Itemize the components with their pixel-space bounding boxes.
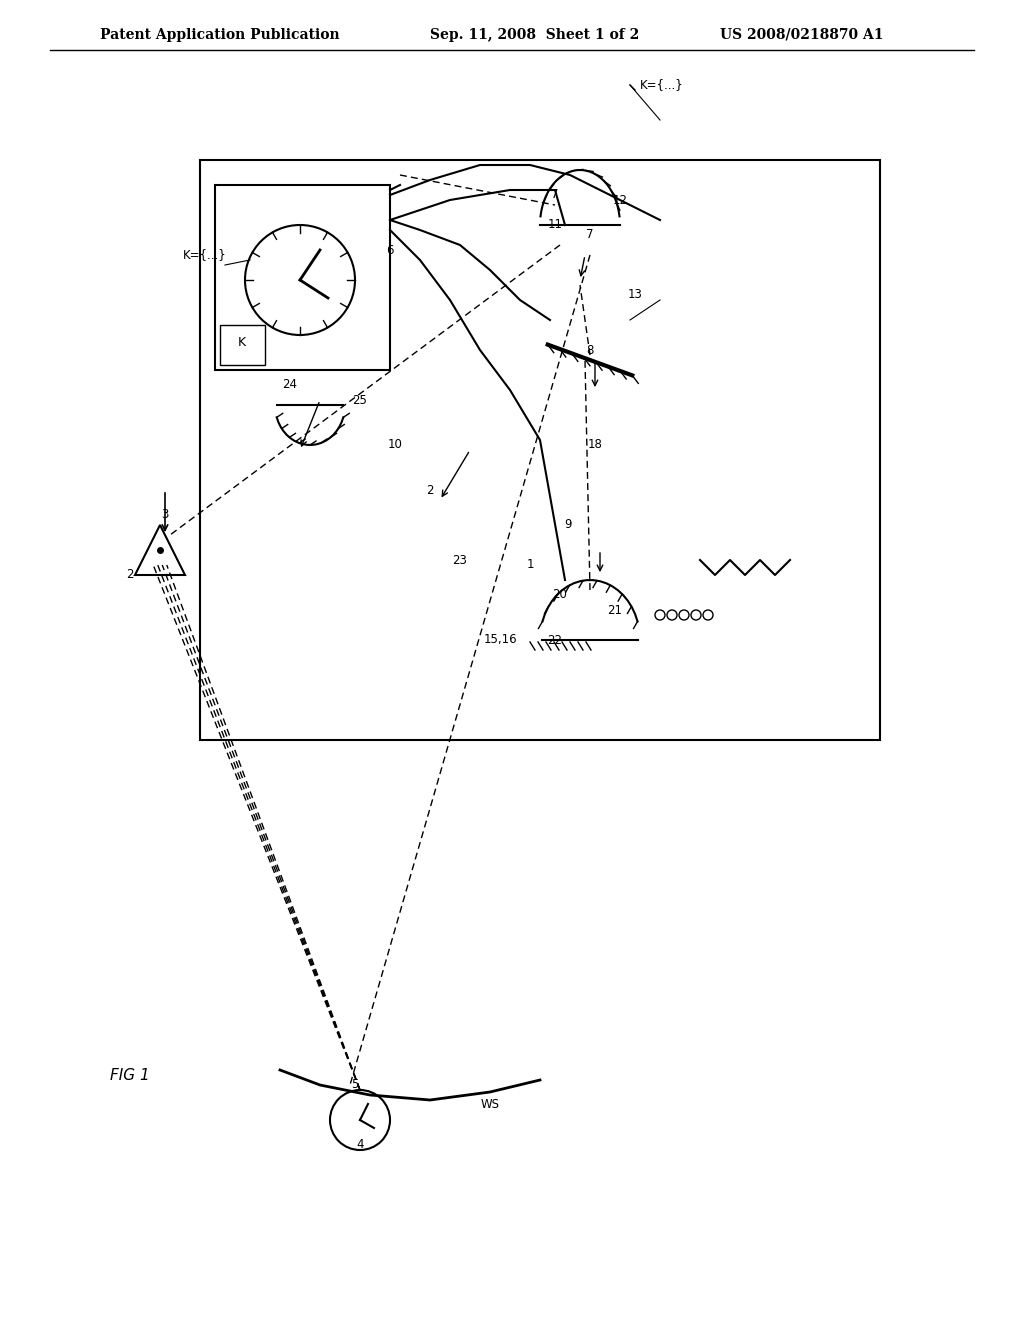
Text: 1: 1: [526, 558, 534, 572]
Text: 25: 25: [352, 393, 368, 407]
Text: K={...}: K={...}: [640, 78, 684, 91]
Text: 8: 8: [587, 343, 594, 356]
Text: 13: 13: [628, 289, 642, 301]
Text: 23: 23: [453, 553, 467, 566]
Text: WS: WS: [480, 1098, 500, 1111]
Text: Patent Application Publication: Patent Application Publication: [100, 28, 340, 42]
Text: 4: 4: [356, 1138, 364, 1151]
Text: 5: 5: [351, 1078, 358, 1092]
Text: 15,16: 15,16: [483, 634, 517, 647]
Text: 2: 2: [126, 569, 134, 582]
Bar: [220, 325, 265, 366]
Text: 22: 22: [548, 634, 562, 647]
Text: 12: 12: [612, 194, 628, 206]
Text: 2: 2: [426, 483, 434, 496]
Text: 21: 21: [607, 603, 623, 616]
Text: 18: 18: [588, 438, 602, 451]
Text: 7: 7: [551, 189, 559, 202]
Text: 24: 24: [283, 379, 298, 392]
Text: 11: 11: [548, 219, 562, 231]
Text: US 2008/0218870 A1: US 2008/0218870 A1: [720, 28, 884, 42]
Bar: [215, 185, 390, 370]
Text: 7: 7: [587, 228, 594, 242]
Bar: [200, 160, 880, 741]
Text: K: K: [238, 337, 246, 350]
Text: K={...}: K={...}: [183, 248, 226, 261]
Text: 10: 10: [387, 438, 402, 451]
Text: 9: 9: [564, 519, 571, 532]
Text: 20: 20: [553, 589, 567, 602]
Text: FIG 1: FIG 1: [110, 1068, 150, 1082]
Text: 3: 3: [162, 508, 169, 521]
Text: Sep. 11, 2008  Sheet 1 of 2: Sep. 11, 2008 Sheet 1 of 2: [430, 28, 639, 42]
Text: 6: 6: [386, 243, 394, 256]
